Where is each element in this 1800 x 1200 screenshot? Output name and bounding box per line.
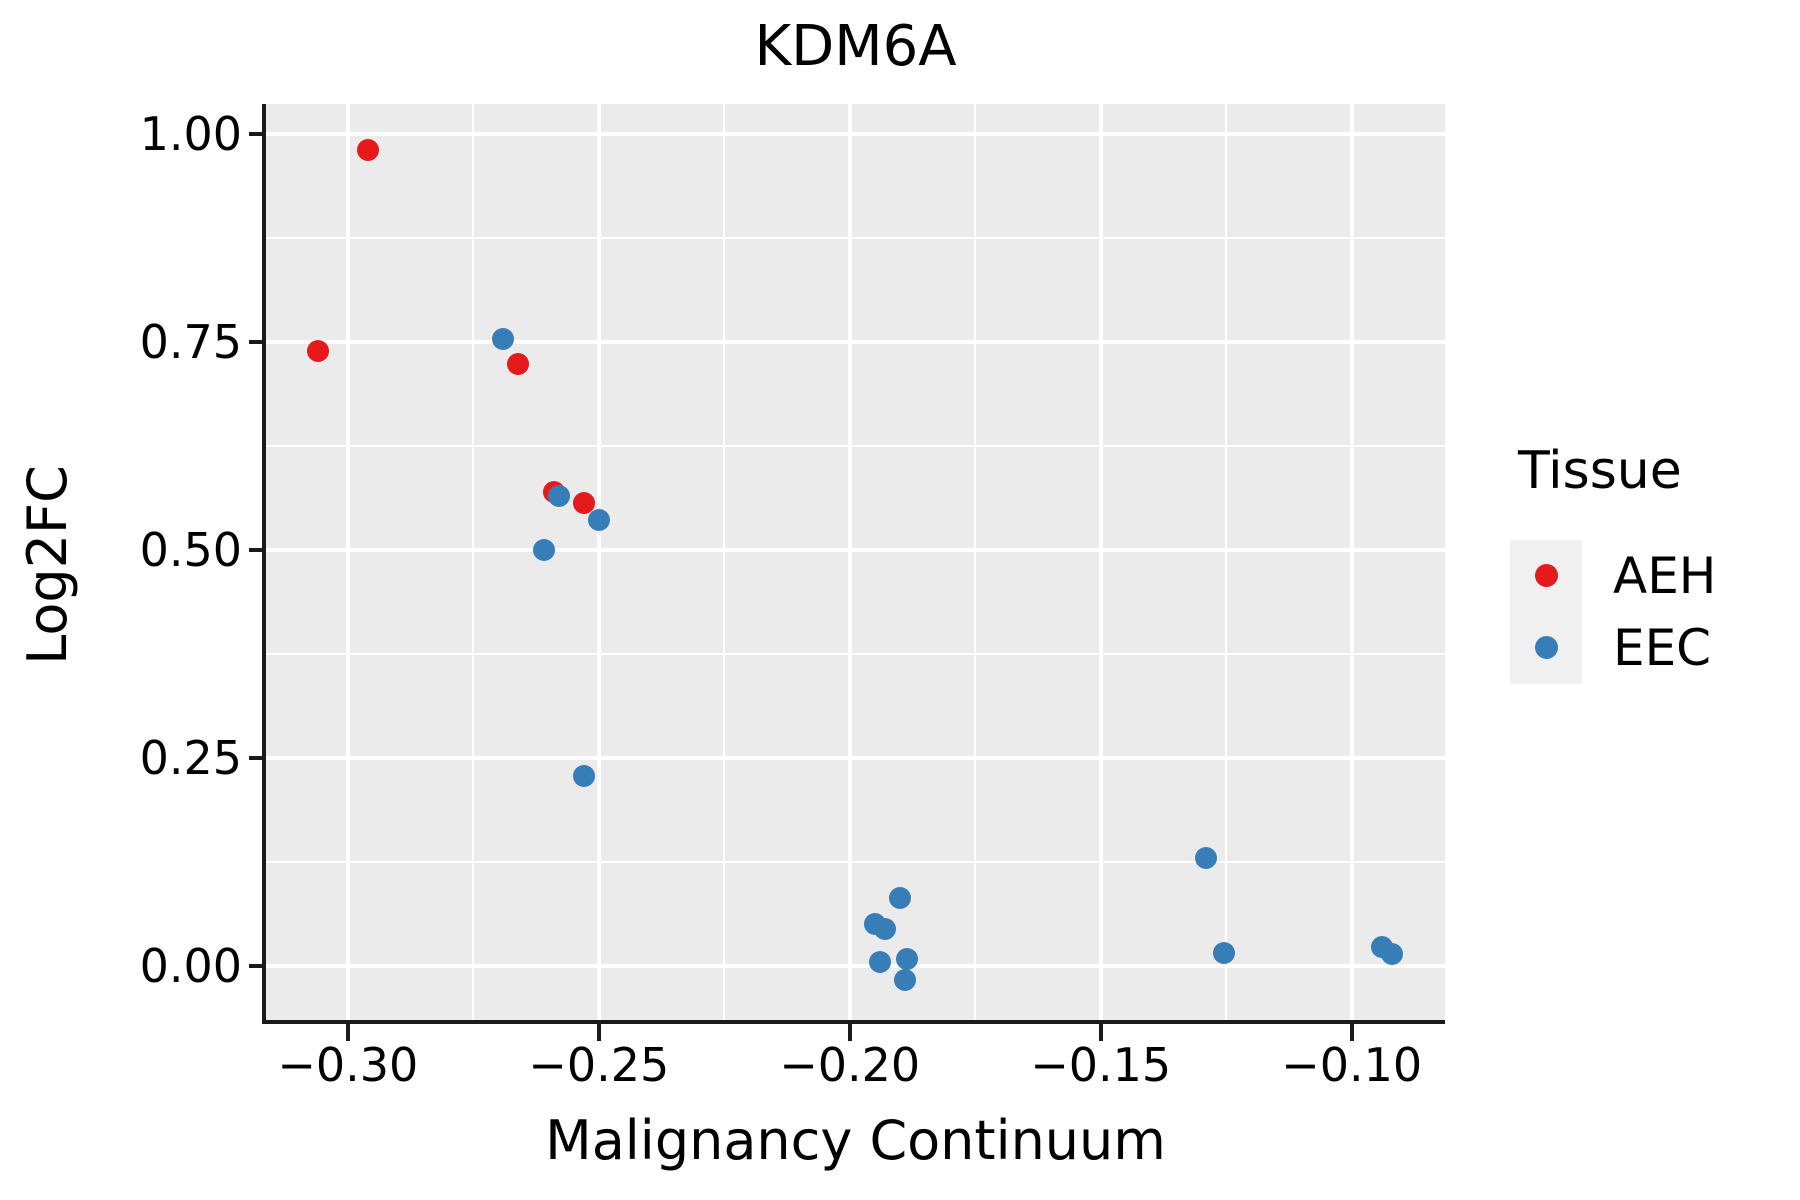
y-major-gridline (266, 340, 1445, 344)
x-tick-label: −0.15 (1030, 1038, 1172, 1092)
legend-label-eec: EEC (1613, 619, 1712, 677)
eec-data-point (532, 539, 555, 562)
eec-data-point (868, 950, 891, 973)
y-tick-label: 0.75 (139, 315, 242, 369)
aeh-data-point (572, 491, 595, 514)
y-axis-title: Log2FC (16, 465, 79, 665)
x-tick-mark (847, 1024, 852, 1041)
x-major-gridline (596, 104, 601, 1020)
eec-point-icon (1535, 636, 1558, 659)
x-axis-title: Malignancy Continuum (545, 1109, 1166, 1172)
x-major-gridline (345, 104, 350, 1020)
y-tick-mark (249, 131, 266, 136)
y-minor-gridline (266, 861, 1445, 864)
y-tick-label: 0.50 (139, 523, 242, 578)
legend: Tissue AEH EEC (1505, 440, 1795, 700)
y-tick-label: 1.00 (139, 106, 242, 161)
eec-data-point (893, 969, 916, 992)
aeh-point-icon (1535, 564, 1558, 587)
y-tick-label: 0.00 (139, 939, 242, 994)
x-tick-mark (1349, 1024, 1354, 1041)
x-tick-label: −0.10 (1281, 1038, 1423, 1092)
eec-data-point (572, 764, 595, 787)
aeh-data-point (507, 353, 530, 376)
x-minor-gridline (1225, 104, 1228, 1020)
y-minor-gridline (266, 445, 1445, 448)
y-axis-line (262, 104, 266, 1024)
y-major-gridline (266, 131, 1445, 136)
eec-data-point (1380, 942, 1403, 965)
plot-title: KDM6A (754, 14, 957, 79)
eec-data-point (547, 484, 570, 507)
legend-label-aeh: AEH (1613, 547, 1717, 605)
plot-panel (266, 104, 1445, 1020)
y-tick-label: 0.25 (139, 731, 242, 786)
y-minor-gridline (266, 236, 1445, 239)
eec-data-point (888, 886, 911, 909)
x-tick-label: −0.20 (779, 1038, 921, 1092)
x-major-gridline (1098, 104, 1103, 1020)
y-tick-mark (249, 340, 266, 344)
eec-data-point (1195, 846, 1218, 869)
x-tick-mark (345, 1024, 350, 1041)
x-tick-mark (596, 1024, 601, 1041)
y-major-gridline (266, 756, 1445, 761)
y-tick-mark (249, 548, 266, 553)
x-major-gridline (847, 104, 852, 1020)
legend-title: Tissue (1518, 441, 1682, 501)
y-major-gridline (266, 548, 1445, 553)
y-tick-mark (249, 756, 266, 761)
x-major-gridline (1349, 104, 1354, 1020)
eec-data-point (896, 948, 919, 971)
x-tick-label: −0.30 (277, 1038, 419, 1092)
y-tick-mark (249, 964, 266, 969)
eec-data-point (492, 327, 515, 350)
eec-data-point (1212, 941, 1235, 964)
x-tick-label: −0.25 (528, 1038, 670, 1092)
y-minor-gridline (266, 653, 1445, 656)
aeh-data-point (306, 340, 329, 363)
x-minor-gridline (974, 104, 977, 1020)
eec-data-point (587, 509, 610, 532)
eec-data-point (873, 917, 896, 940)
aeh-data-point (356, 138, 379, 161)
x-minor-gridline (723, 104, 726, 1020)
y-major-gridline (266, 964, 1445, 969)
x-tick-mark (1098, 1024, 1103, 1041)
x-axis-line (262, 1020, 1445, 1024)
x-minor-gridline (472, 104, 475, 1020)
